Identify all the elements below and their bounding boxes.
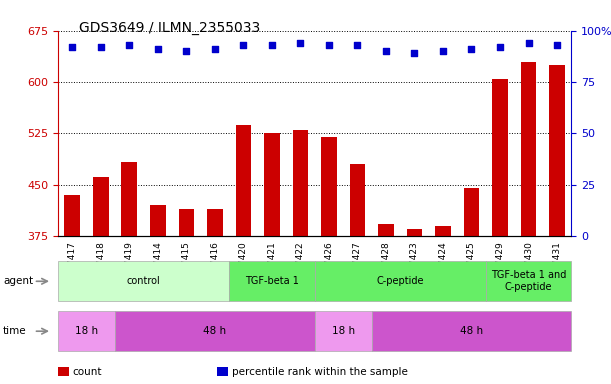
Text: agent: agent (3, 276, 33, 286)
Text: count: count (73, 367, 102, 377)
Bar (549, 65, 565, 384)
Point (409, 50, 419, 56)
Point (467, 46, 477, 52)
Bar (150, 205, 166, 384)
Point (125, 42, 134, 48)
Bar (521, 61, 536, 384)
Point (324, 42, 334, 48)
Bar (293, 130, 309, 384)
Point (552, 42, 562, 48)
Bar (407, 229, 422, 384)
Point (495, 44, 505, 50)
Bar (321, 137, 337, 384)
Bar (207, 209, 223, 384)
Point (67, 44, 77, 50)
Text: control: control (126, 276, 161, 286)
Point (353, 42, 362, 48)
Text: time: time (3, 326, 27, 336)
Bar (378, 224, 394, 384)
Bar (435, 226, 451, 384)
Bar (65, 195, 80, 384)
Bar (492, 79, 508, 384)
Point (181, 48, 191, 55)
Point (153, 46, 163, 52)
Text: C-peptide: C-peptide (376, 276, 424, 286)
Bar (122, 162, 137, 384)
Point (438, 48, 448, 55)
Point (210, 46, 220, 52)
Point (296, 40, 306, 46)
Bar (178, 209, 194, 384)
Text: TGF-beta 1 and
C-peptide: TGF-beta 1 and C-peptide (491, 270, 566, 292)
Point (238, 42, 248, 48)
Point (267, 42, 277, 48)
Text: TGF-beta 1: TGF-beta 1 (245, 276, 299, 286)
Point (381, 48, 391, 55)
Bar (349, 164, 365, 384)
Bar (464, 188, 480, 384)
Text: percentile rank within the sample: percentile rank within the sample (232, 367, 408, 377)
Text: 48 h: 48 h (203, 326, 227, 336)
Point (96, 44, 106, 50)
Text: 18 h: 18 h (75, 326, 98, 336)
Bar (264, 133, 280, 384)
Text: 48 h: 48 h (460, 326, 483, 336)
Point (524, 40, 533, 46)
Text: 18 h: 18 h (332, 326, 355, 336)
Bar (236, 125, 251, 384)
Bar (93, 177, 109, 384)
Text: GDS3649 / ILMN_2355033: GDS3649 / ILMN_2355033 (79, 21, 261, 35)
